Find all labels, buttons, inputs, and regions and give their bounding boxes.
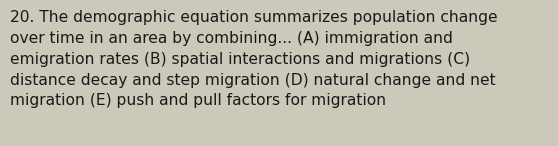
Text: 20. The demographic equation summarizes population change
over time in an area b: 20. The demographic equation summarizes … xyxy=(10,10,498,108)
